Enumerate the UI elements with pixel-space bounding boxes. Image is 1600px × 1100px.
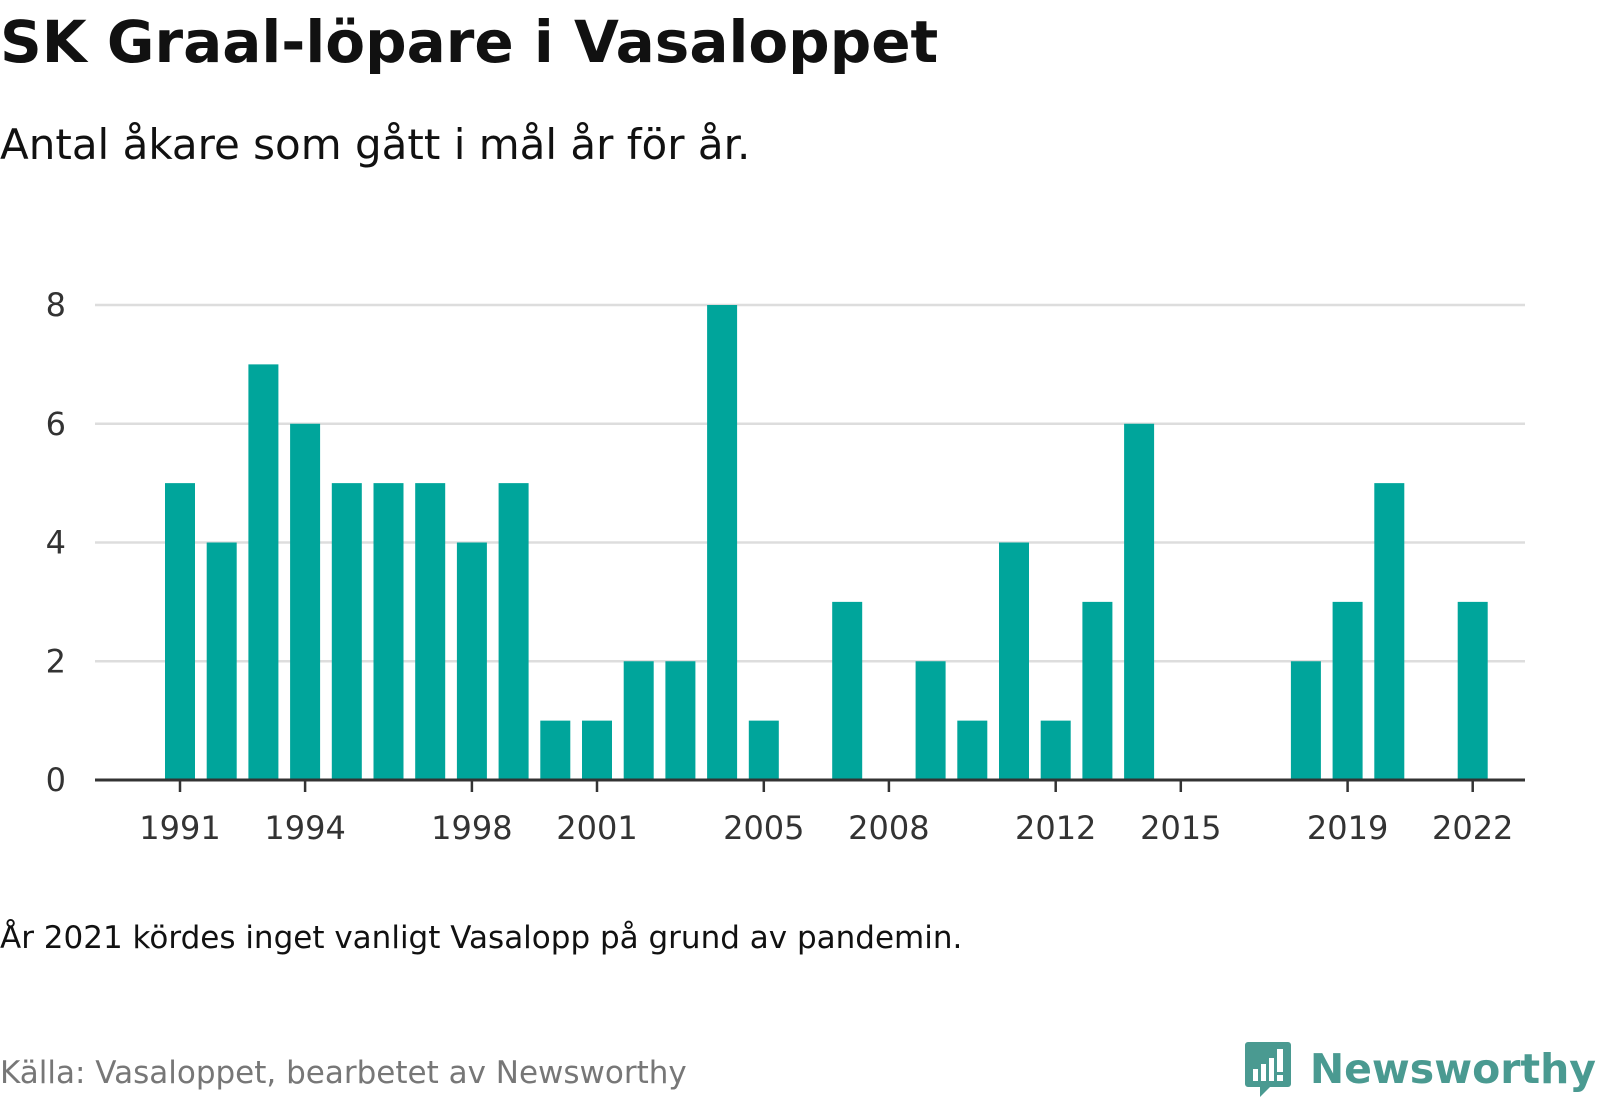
bar-1999 bbox=[498, 483, 529, 780]
y-tick-label: 4 bbox=[46, 524, 66, 562]
chart-footnote: År 2021 kördes inget vanligt Vasalopp på… bbox=[0, 920, 963, 956]
y-tick-label: 6 bbox=[46, 405, 66, 443]
y-tick-label: 8 bbox=[46, 286, 66, 324]
bar-1992 bbox=[206, 542, 237, 780]
bar-1997 bbox=[415, 483, 446, 780]
x-axis-ticks: 1991 1994 1998 2001 2005 2008 2012 2015 2019 2022 bbox=[139, 780, 1513, 847]
bar-2000 bbox=[540, 720, 571, 780]
chart-title: SK Graal-löpare i Vasaloppet bbox=[0, 8, 939, 76]
source-credit: Källa: Vasaloppet, bearbetet av Newswort… bbox=[0, 1055, 687, 1091]
bar-2022 bbox=[1457, 601, 1488, 780]
bar-2001 bbox=[582, 720, 612, 780]
x-tick-label: 2019 bbox=[1307, 809, 1388, 847]
bar-2013 bbox=[1082, 601, 1113, 780]
bar-2007 bbox=[832, 601, 863, 780]
x-tick-label: 2008 bbox=[848, 809, 929, 847]
bar-2003 bbox=[665, 661, 696, 780]
bar-1996 bbox=[373, 483, 404, 780]
bar-2002 bbox=[623, 661, 654, 780]
x-tick-label: 1991 bbox=[139, 809, 220, 847]
bar-2014 bbox=[1124, 423, 1155, 780]
y-tick-label: 2 bbox=[46, 642, 66, 680]
bar-2012 bbox=[1040, 720, 1071, 780]
x-tick-label: 1998 bbox=[431, 809, 512, 847]
brand-name: Newsworthy bbox=[1309, 1045, 1596, 1093]
chart-subtitle: Antal åkare som gått i mål år för år. bbox=[0, 120, 751, 169]
bar-2018 bbox=[1290, 661, 1321, 780]
x-tick-label: 1994 bbox=[264, 809, 345, 847]
bar-2019 bbox=[1332, 601, 1363, 780]
bar-1995 bbox=[331, 483, 362, 780]
brand-logo: Newsworthy bbox=[1244, 1040, 1596, 1098]
bar-2010 bbox=[957, 720, 988, 780]
bar-1993 bbox=[248, 364, 279, 780]
bar-2020 bbox=[1374, 483, 1405, 780]
bar-chart: 0 2 4 6 8 1991 1994 1998 2001 2005 2008 2012 2015 20… bbox=[46, 286, 1525, 847]
y-axis-ticks: 0 2 4 6 8 bbox=[46, 286, 66, 799]
y-tick-label: 0 bbox=[46, 761, 66, 799]
bar-2004 bbox=[707, 305, 738, 780]
x-tick-label: 2001 bbox=[556, 809, 637, 847]
bar-series bbox=[165, 305, 1488, 780]
bar-1998 bbox=[456, 542, 487, 780]
bar-2009 bbox=[915, 661, 946, 780]
bar-1991 bbox=[165, 483, 195, 780]
x-tick-label: 2022 bbox=[1432, 809, 1513, 847]
newsworthy-logo-icon bbox=[1244, 1042, 1291, 1097]
x-tick-label: 2012 bbox=[1015, 809, 1096, 847]
bar-2005 bbox=[748, 720, 779, 780]
bar-1994 bbox=[290, 423, 321, 780]
bar-2011 bbox=[999, 542, 1029, 780]
x-tick-label: 2005 bbox=[723, 809, 804, 847]
x-tick-label: 2015 bbox=[1140, 809, 1221, 847]
